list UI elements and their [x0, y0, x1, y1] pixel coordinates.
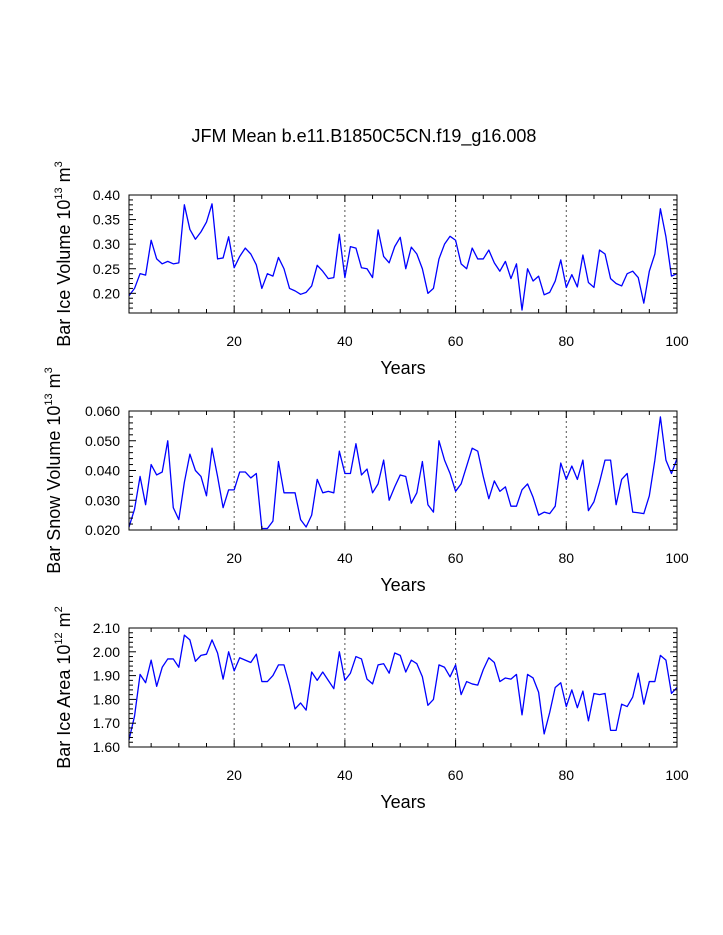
- y-tick-label: 0.060: [85, 403, 120, 419]
- y-tick-label: 0.25: [93, 261, 120, 277]
- x-tick-label: 80: [559, 767, 575, 783]
- plot-frame: [128, 410, 678, 531]
- y-axis-title: Bar Ice Volume 1013 m3: [53, 161, 74, 346]
- y-tick-label: 0.40: [93, 187, 120, 203]
- y-tick-label: 0.040: [85, 463, 120, 479]
- y-axis-title: Bar Snow Volume 1013 m3: [43, 367, 64, 573]
- y-tick-label: 0.050: [85, 433, 120, 449]
- y-tick-label: 0.020: [85, 522, 120, 538]
- x-axis-title: Years: [380, 575, 425, 595]
- x-tick-label: 60: [448, 333, 464, 349]
- x-axis-title: Years: [380, 792, 425, 812]
- x-tick-label: 100: [665, 333, 689, 349]
- x-tick-label: 100: [665, 550, 689, 566]
- series-line-ice-volume: [128, 203, 678, 311]
- plot-frame: [128, 627, 678, 748]
- y-tick-label: 1.80: [93, 691, 120, 707]
- y-tick-label: 1.60: [93, 739, 120, 755]
- y-tick-label: 2.10: [93, 620, 120, 636]
- y-tick-label: 1.70: [93, 715, 120, 731]
- x-tick-label: 80: [559, 333, 575, 349]
- y-tick-label: 0.20: [93, 285, 120, 301]
- y-tick-label: 0.030: [85, 492, 120, 508]
- panel-ice-area: 20 40 60 80 100 1.60 1.70 1.80 1.90 2.00 2.10 Years…: [53, 606, 689, 812]
- y-tick-label: 0.35: [93, 212, 120, 228]
- panel-snow-volume: 20 40 60 80 100 0.020 0.030 0.040 0.050 0.060 Year…: [43, 367, 689, 595]
- y-tick-label: 0.30: [93, 236, 120, 252]
- chart-title: JFM Mean b.e11.B1850C5CN.f19_g16.008: [192, 126, 537, 147]
- series-line-snow-volume: [128, 416, 678, 530]
- panel-ice-volume: 20 40 60 80 100 0.20 0.25 0.30 0.35 0.40 Years Bar …: [53, 161, 689, 378]
- chart-panels: 20 40 60 80 100 0.20 0.25 0.30 0.35 0.40 Years Bar …: [43, 161, 689, 812]
- y-axis-title: Bar Ice Area 1012 m2: [53, 606, 74, 768]
- x-tick-label: 40: [337, 767, 353, 783]
- x-tick-label: 60: [448, 767, 464, 783]
- x-tick-label: 100: [665, 767, 689, 783]
- x-tick-label: 20: [226, 767, 242, 783]
- x-tick-label: 40: [337, 550, 353, 566]
- x-tick-label: 60: [448, 550, 464, 566]
- x-tick-label: 80: [559, 550, 575, 566]
- x-tick-label: 20: [226, 333, 242, 349]
- y-tick-label: 2.00: [93, 644, 120, 660]
- x-axis-title: Years: [380, 358, 425, 378]
- series-line-ice-area: [128, 634, 678, 741]
- y-tick-label: 1.90: [93, 668, 120, 684]
- x-tick-label: 40: [337, 333, 353, 349]
- x-tick-label: 20: [226, 550, 242, 566]
